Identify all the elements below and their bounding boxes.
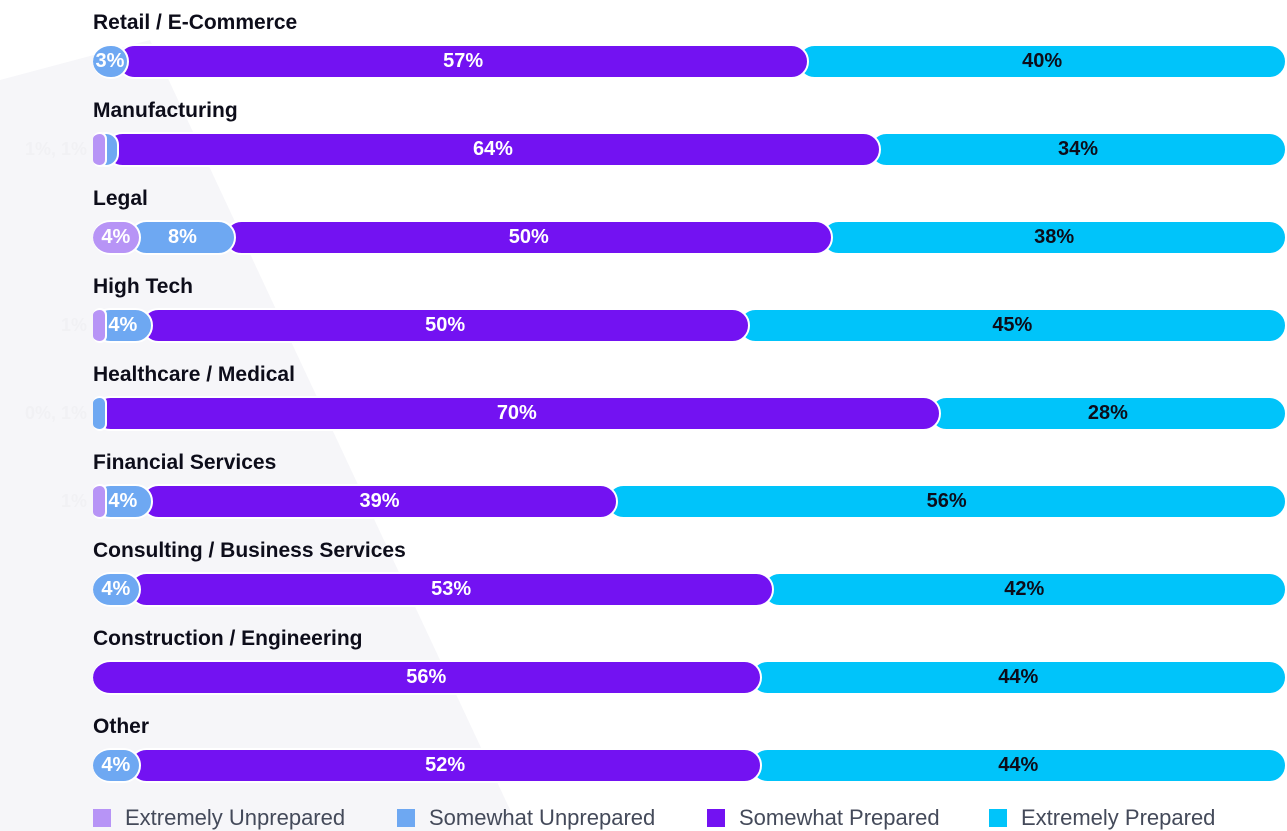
bar-segment-other-extremely-prepared: 44% xyxy=(749,748,1287,783)
data-label: 28% xyxy=(1087,402,1128,424)
data-label: 45% xyxy=(992,314,1033,336)
bar-segment-construction-engineering-somewhat-prepared: 56% xyxy=(93,660,762,695)
bar-segment-healthcare-medical-somewhat-unprepared xyxy=(93,396,107,431)
data-label: 3% xyxy=(95,50,125,72)
bar-segment-manufacturing-extremely-prepared: 34% xyxy=(869,132,1287,167)
data-label: 39% xyxy=(359,490,400,512)
data-label: 52% xyxy=(425,754,466,776)
bar-segment-consulting-business-services-extremely-prepared: 42% xyxy=(761,572,1287,607)
bar-segment-manufacturing-somewhat-prepared: 64% xyxy=(104,132,882,167)
bar-segment-high-tech-somewhat-prepared: 50% xyxy=(140,308,750,343)
legend-item-extremely-prepared: Extremely Prepared xyxy=(989,805,1215,831)
data-label: 40% xyxy=(1022,50,1063,72)
bar-segment-retail-e-commerce-extremely-prepared: 40% xyxy=(797,44,1287,79)
bar-segment-retail-e-commerce-somewhat-prepared: 57% xyxy=(116,44,810,79)
legend-label: Extremely Prepared xyxy=(1021,805,1216,830)
data-label: 44% xyxy=(998,754,1039,776)
data-label: 57% xyxy=(443,50,484,72)
bar-segment-legal-extremely-unprepared: 4% xyxy=(93,220,141,255)
legend-swatch xyxy=(397,809,415,827)
legend-label: Somewhat Prepared xyxy=(739,805,940,830)
data-label: 56% xyxy=(926,490,967,512)
bar-segment-retail-e-commerce-somewhat-unprepared: 3% xyxy=(93,44,129,79)
data-label: 56% xyxy=(406,666,447,688)
legend-swatch xyxy=(93,809,111,827)
category-label-consulting-business-services: Consulting / Business Services xyxy=(93,539,406,562)
bar-segment-financial-services-extremely-prepared: 56% xyxy=(606,484,1287,519)
category-label-legal: Legal xyxy=(93,187,148,210)
outside-data-label: 1%, 1% xyxy=(24,139,87,159)
data-label: 53% xyxy=(431,578,472,600)
data-label: 4% xyxy=(108,490,138,512)
bar-segment-high-tech-extremely-unprepared xyxy=(93,308,107,343)
chart-legend: Extremely Unprepared Somewhat Unprepared S… xyxy=(0,805,1287,831)
bar-segment-manufacturing-extremely-unprepared xyxy=(93,132,107,167)
bar-segment-healthcare-medical-extremely-prepared: 28% xyxy=(928,396,1287,431)
bar-segment-financial-services-extremely-unprepared xyxy=(93,484,107,519)
outside-data-label: 1% xyxy=(60,491,87,511)
data-label: 70% xyxy=(496,402,537,424)
category-label-healthcare-medical: Healthcare / Medical xyxy=(93,363,295,386)
data-label: 42% xyxy=(1004,578,1045,600)
data-label: 50% xyxy=(508,226,549,248)
legend-item-somewhat-prepared: Somewhat Prepared xyxy=(707,805,940,831)
bar-segment-legal-somewhat-prepared: 50% xyxy=(224,220,834,255)
category-label-other: Other xyxy=(93,715,150,738)
bar-segment-high-tech-extremely-prepared: 45% xyxy=(737,308,1287,343)
data-label: 50% xyxy=(425,314,466,336)
category-label-high-tech: High Tech xyxy=(93,275,193,298)
bar-segment-consulting-business-services-somewhat-unprepared: 4% xyxy=(93,572,141,607)
bar-segment-consulting-business-services-somewhat-prepared: 53% xyxy=(128,572,774,607)
legend-label: Somewhat Unprepared xyxy=(429,805,656,830)
data-label: 4% xyxy=(101,754,131,776)
data-label: 34% xyxy=(1057,138,1099,160)
data-label: 38% xyxy=(1034,226,1075,248)
legend-item-extremely-unprepared: Extremely Unprepared xyxy=(93,805,345,831)
category-label-financial-services: Financial Services xyxy=(93,451,277,474)
data-label: 8% xyxy=(168,226,197,248)
category-label-construction-engineering: Construction / Engineering xyxy=(93,627,363,650)
bar-segment-healthcare-medical-somewhat-prepared: 70% xyxy=(92,396,941,431)
outside-data-label: 1% xyxy=(60,315,87,335)
data-label: 44% xyxy=(998,666,1039,688)
legend-swatch xyxy=(989,809,1007,827)
bar-segment-other-somewhat-unprepared: 4% xyxy=(93,748,141,783)
data-label: 4% xyxy=(101,578,131,600)
category-label-manufacturing: Manufacturing xyxy=(93,99,238,122)
legend-swatch xyxy=(707,809,725,827)
bar-segment-construction-engineering-extremely-prepared: 44% xyxy=(749,660,1287,695)
legend-item-somewhat-unprepared: Somewhat Unprepared xyxy=(397,805,655,831)
data-label: 64% xyxy=(472,138,513,160)
bar-segment-legal-extremely-prepared: 38% xyxy=(821,220,1287,255)
bar-segment-financial-services-somewhat-prepared: 39% xyxy=(140,484,619,519)
legend-label: Extremely Unprepared xyxy=(125,805,346,830)
bar-segment-other-somewhat-prepared: 52% xyxy=(128,748,762,783)
outside-data-label: 0%, 1% xyxy=(24,403,87,423)
bar-segment-legal-somewhat-unprepared: 8% xyxy=(128,220,237,255)
data-label: 4% xyxy=(108,314,138,336)
data-label: 4% xyxy=(101,226,131,248)
category-label-retail-e-commerce: Retail / E-Commerce xyxy=(93,11,298,34)
